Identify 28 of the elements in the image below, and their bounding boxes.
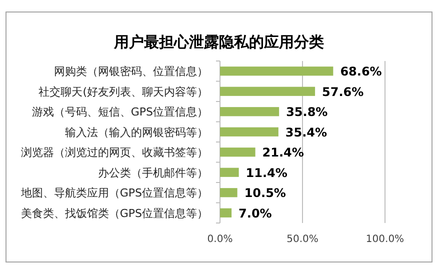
x-tick-label: 50.0% (286, 234, 318, 245)
bar (220, 188, 238, 198)
x-tick-label: 100.0% (366, 234, 404, 245)
bar (220, 86, 316, 96)
y-tick-label: 美食类、找饭馆类（GPS位置信息等） (20, 206, 208, 220)
x-tick-label: 0.0% (207, 234, 233, 245)
y-tick-label: 地图、导航类应用（GPS位置信息等） (20, 186, 208, 200)
data-label: 21.4% (262, 146, 304, 160)
y-tick-label: 办公类（手机邮件等） (98, 166, 208, 180)
data-label: 10.5% (244, 186, 286, 200)
bar (220, 148, 256, 157)
data-label: 35.4% (285, 125, 328, 140)
bar (220, 168, 239, 177)
bar (220, 208, 232, 218)
y-tick-label: 浏览器（浏览过的网页、收藏书签等） (21, 146, 208, 160)
bar (220, 127, 278, 136)
y-tick-label: 游戏（号码、短信、GPS位置信息） (32, 106, 208, 119)
y-tick-label: 网购类（网银密码、位置信息） (54, 65, 208, 78)
bar (220, 107, 280, 116)
y-tick-label: 社交聊天(好友列表、聊天内容等） (38, 85, 208, 98)
data-label: 35.8% (286, 105, 328, 120)
data-label: 68.6% (340, 64, 382, 79)
chart-title: 用户最担心泄露隐私的应用分类 (113, 33, 324, 51)
y-tick-label: 输入法（输入的网银密码等） (65, 126, 208, 139)
data-label: 7.0% (238, 206, 272, 220)
data-label: 11.4% (246, 166, 288, 180)
bar (220, 66, 334, 76)
data-label: 57.6% (322, 84, 364, 99)
